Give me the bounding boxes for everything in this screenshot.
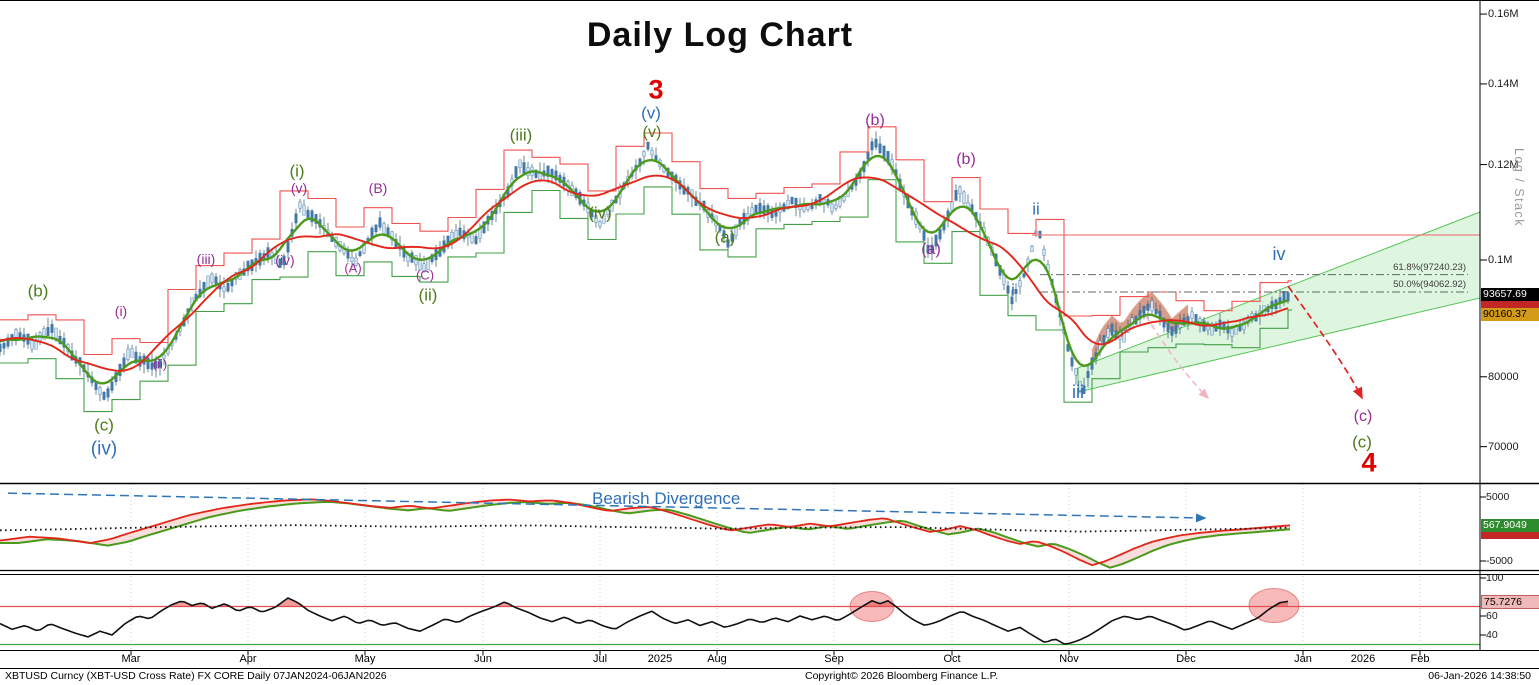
price-ytick-label: 0.12M [1488, 158, 1519, 171]
chart-title: Daily Log Chart [586, 16, 854, 54]
trail-stop-price-badge: 90160.37 [1481, 307, 1539, 321]
status-bar: XBTUSD Curncy (XBT-USD Cross Rate) FX CO… [0, 670, 1539, 685]
wave-label: (v) [641, 103, 661, 123]
fib-level-label-500: 50.0%(94062.92) [1393, 279, 1466, 291]
month-label: Feb [1410, 653, 1430, 665]
wave-label: (b) [956, 151, 976, 168]
wave-label: 3 [648, 74, 664, 105]
wave-label: iv [1272, 244, 1286, 264]
month-label: Mar [121, 653, 141, 665]
status-copyright: Copyright© 2026 Bloomberg Finance L.P. [805, 670, 999, 682]
wave-label: iii [1072, 382, 1084, 402]
month-label: Apr [239, 653, 257, 665]
wave-label: (i) [114, 303, 128, 319]
year-label: 2026 [1350, 653, 1376, 665]
wave-label: (c) [94, 415, 114, 435]
year-label: 2025 [647, 653, 673, 665]
rsi-ytick-label: 100 [1486, 572, 1504, 584]
month-label: Nov [1059, 653, 1079, 665]
price-ytick-label: 0.1M [1488, 254, 1513, 266]
month-label: Sep [824, 653, 844, 665]
macd-value-badge: 567.9049 [1481, 519, 1539, 533]
month-label: Jan [1294, 653, 1312, 665]
status-timestamp: 06-Jan-2026 14:38:50 [1428, 670, 1531, 682]
status-security-description: XBTUSD Curncy (XBT-USD Cross Rate) FX CO… [5, 670, 387, 682]
bearish-divergence-label: Bearish Divergence [592, 489, 741, 508]
wave-label: (a) [714, 227, 736, 247]
rsi-ytick-label: 60 [1486, 610, 1498, 622]
month-label: Jul [592, 653, 608, 665]
wave-label: (iii) [196, 251, 216, 267]
wave-label: 4 [1361, 447, 1377, 478]
wave-label: ii [1032, 199, 1040, 219]
wave-label: (v) [642, 124, 662, 141]
log-stack-axis-label: Log / Stack [1512, 148, 1526, 228]
month-label: Aug [707, 653, 727, 665]
price-ytick-label: 80000 [1488, 370, 1519, 383]
wave-label: i [1011, 280, 1015, 300]
price-ytick-label: 0.16M [1488, 8, 1519, 21]
month-label: Oct [943, 653, 961, 665]
wave-label: (ii) [418, 285, 438, 305]
wave-label: (b) [27, 281, 49, 301]
wave-label: (ii) [152, 356, 168, 372]
macd-ytick-label: 5000 [1486, 491, 1510, 503]
macd-ytick-label: -5000 [1486, 555, 1513, 567]
wave-label: (c) [1353, 408, 1373, 425]
wave-label: (iv) [275, 252, 295, 268]
wave-label: (a) [921, 241, 941, 258]
month-label: May [354, 653, 376, 665]
wave-label: (iii) [509, 125, 533, 145]
rsi-ytick-label: 40 [1486, 629, 1498, 641]
price-ytick-label: 0.14M [1488, 77, 1519, 90]
last-price-badge: 93657.69 [1481, 287, 1539, 301]
wave-label: (iv) [90, 438, 118, 460]
rsi-value-badge: 75.7276 [1481, 594, 1539, 609]
month-label: Jun [474, 653, 492, 665]
wave-label: (b) [865, 112, 885, 129]
fib-level-label-618: 61.8%(97240.23) [1393, 261, 1466, 273]
wave-label: (C) [415, 267, 435, 283]
month-label: Dec [1176, 653, 1196, 665]
wave-label: (B) [368, 180, 388, 196]
wave-label: (c) [1352, 432, 1372, 452]
wave-label: (iv) [588, 203, 612, 223]
wave-label: (v) [290, 180, 308, 196]
price-ytick-label: 70000 [1488, 440, 1519, 453]
wave-label: (i) [289, 161, 305, 181]
wave-label: (A) [344, 260, 362, 276]
